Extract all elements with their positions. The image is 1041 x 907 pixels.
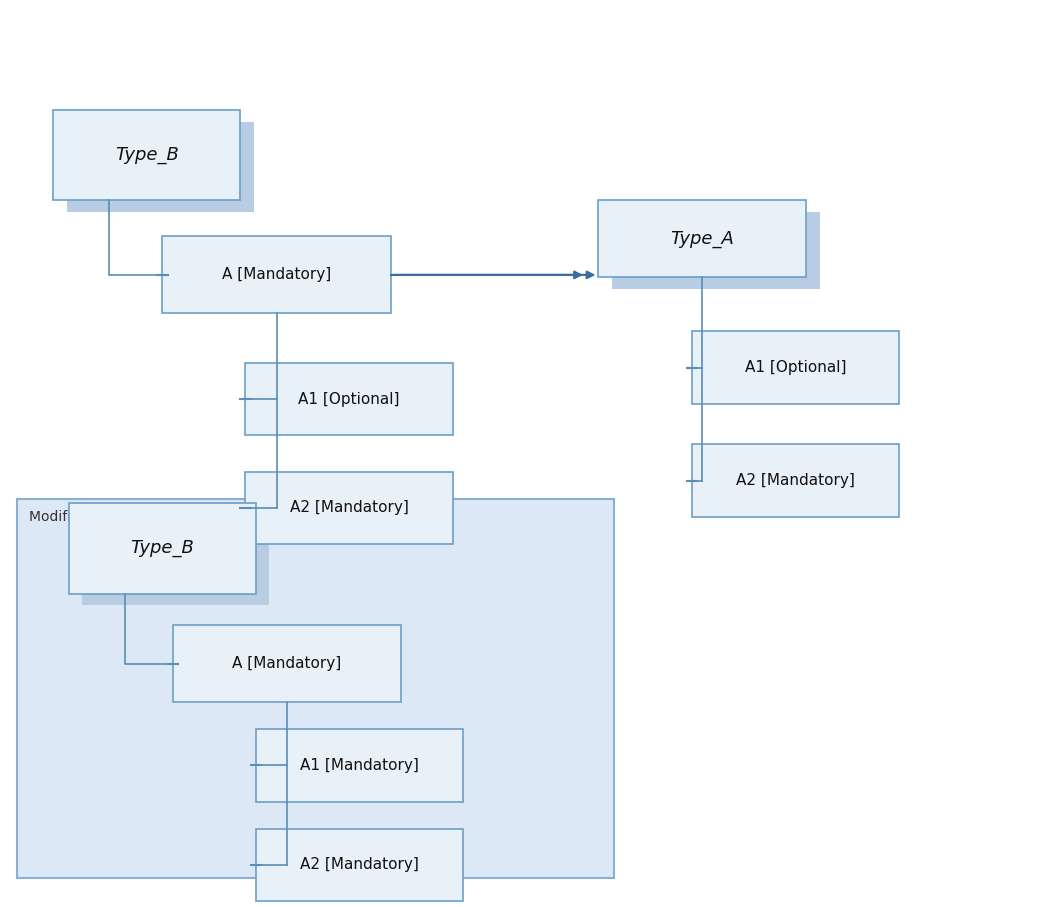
Text: A [Mandatory]: A [Mandatory]: [232, 657, 341, 671]
Bar: [256, 729, 463, 802]
Bar: [82, 515, 270, 605]
Bar: [53, 110, 240, 200]
Text: Type_B: Type_B: [130, 540, 195, 558]
Text: Type_A: Type_A: [670, 229, 734, 248]
Text: A2 [Mandatory]: A2 [Mandatory]: [300, 857, 420, 873]
Bar: [246, 363, 453, 435]
Bar: [599, 200, 806, 278]
Bar: [162, 237, 390, 313]
Bar: [67, 122, 254, 212]
Bar: [256, 829, 463, 901]
Text: A2 [Mandatory]: A2 [Mandatory]: [289, 501, 409, 515]
Text: A1 [Optional]: A1 [Optional]: [745, 360, 846, 375]
Text: A1 [Mandatory]: A1 [Mandatory]: [300, 758, 420, 773]
Bar: [17, 499, 614, 879]
Text: Type_B: Type_B: [115, 146, 179, 164]
Bar: [692, 331, 899, 404]
Text: A1 [Optional]: A1 [Optional]: [299, 392, 400, 406]
Text: Modified Type: Modified Type: [29, 510, 125, 523]
Text: A [Mandatory]: A [Mandatory]: [222, 268, 331, 282]
Bar: [692, 444, 899, 517]
Text: A2 [Mandatory]: A2 [Mandatory]: [736, 473, 855, 488]
Bar: [69, 503, 256, 594]
Bar: [612, 212, 819, 289]
Bar: [173, 625, 401, 702]
Bar: [246, 472, 453, 544]
